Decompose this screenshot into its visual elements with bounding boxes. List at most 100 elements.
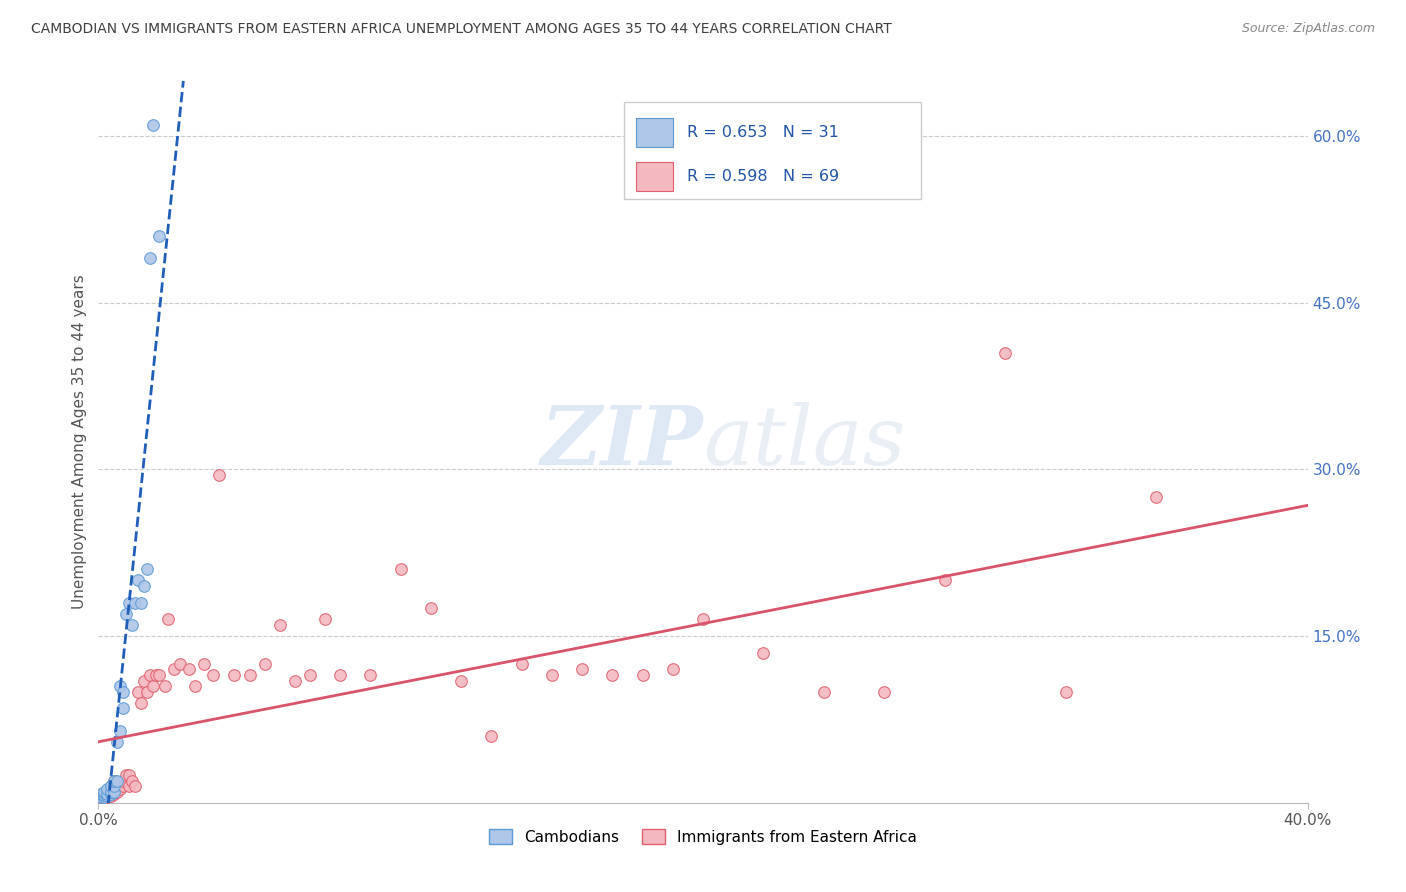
Point [692,612,714,626]
Legend: Cambodians, Immigrants from Eastern Africa: Cambodians, Immigrants from Eastern Afri… [485,824,921,849]
Point [1144,490,1167,504]
Point [124,779,146,793]
Point [90,790,112,805]
Point [111,701,134,715]
Text: R = 0.598   N = 69: R = 0.598 N = 69 [688,169,839,184]
Point [100,789,122,804]
Point [179,662,201,676]
Point [100,779,122,793]
Point [93,785,115,799]
Point [1054,684,1077,698]
Point [121,773,143,788]
Point [118,779,141,793]
Point [329,668,352,682]
Point [934,574,956,588]
Point [114,607,136,621]
Point [96,789,118,804]
Point [90,787,112,801]
Point [142,118,165,132]
Text: ZIP: ZIP [540,401,703,482]
Point [184,679,207,693]
Point [224,668,246,682]
Point [124,596,146,610]
Point [193,657,215,671]
Point [602,668,624,682]
Y-axis label: Unemployment Among Ages 35 to 44 years: Unemployment Among Ages 35 to 44 years [72,274,87,609]
Point [284,673,307,688]
Point [169,657,191,671]
Point [90,790,112,805]
Point [156,612,179,626]
Point [111,684,134,698]
Point [299,668,322,682]
Point [510,657,533,671]
Point [631,668,654,682]
Point [139,251,162,265]
Point [139,668,162,682]
Point [253,657,276,671]
Point [148,668,170,682]
Point [360,668,382,682]
Point [148,228,170,243]
Point [481,729,503,743]
Point [111,773,134,788]
Point [450,673,472,688]
Point [118,768,141,782]
Point [145,668,167,682]
Point [142,679,165,693]
Point [93,789,115,804]
Point [121,618,143,632]
Point [96,782,118,797]
Point [100,787,122,801]
Point [420,601,443,615]
Point [135,684,157,698]
Point [108,679,131,693]
Point [93,788,115,802]
Point [202,668,225,682]
Point [163,662,186,676]
Point [540,668,562,682]
Point [96,785,118,799]
Point [389,562,412,576]
Point [96,787,118,801]
Point [135,562,157,576]
Point [103,782,125,797]
Point [314,612,336,626]
Point [100,785,122,799]
Point [111,779,134,793]
Point [571,662,593,676]
Point [93,790,115,805]
Point [100,785,122,799]
Point [129,696,152,710]
Point [108,782,131,797]
Point [103,773,125,788]
Point [103,785,125,799]
Point [90,792,112,806]
Point [105,773,128,788]
Point [127,684,149,698]
Point [93,791,115,805]
Point [132,673,155,688]
Bar [637,162,672,191]
FancyBboxPatch shape [624,102,921,200]
Point [239,668,262,682]
Point [96,788,118,802]
Text: atlas: atlas [703,401,905,482]
Point [132,579,155,593]
Point [103,779,125,793]
Point [269,618,291,632]
Point [108,776,131,790]
Point [100,779,122,793]
Point [108,723,131,738]
Point [105,785,128,799]
Point [813,684,835,698]
Point [127,574,149,588]
Bar [637,119,672,147]
Text: R = 0.653   N = 31: R = 0.653 N = 31 [688,125,839,140]
Point [129,596,152,610]
Point [752,646,775,660]
Point [118,596,141,610]
Point [96,790,118,805]
Point [103,773,125,788]
Point [105,779,128,793]
